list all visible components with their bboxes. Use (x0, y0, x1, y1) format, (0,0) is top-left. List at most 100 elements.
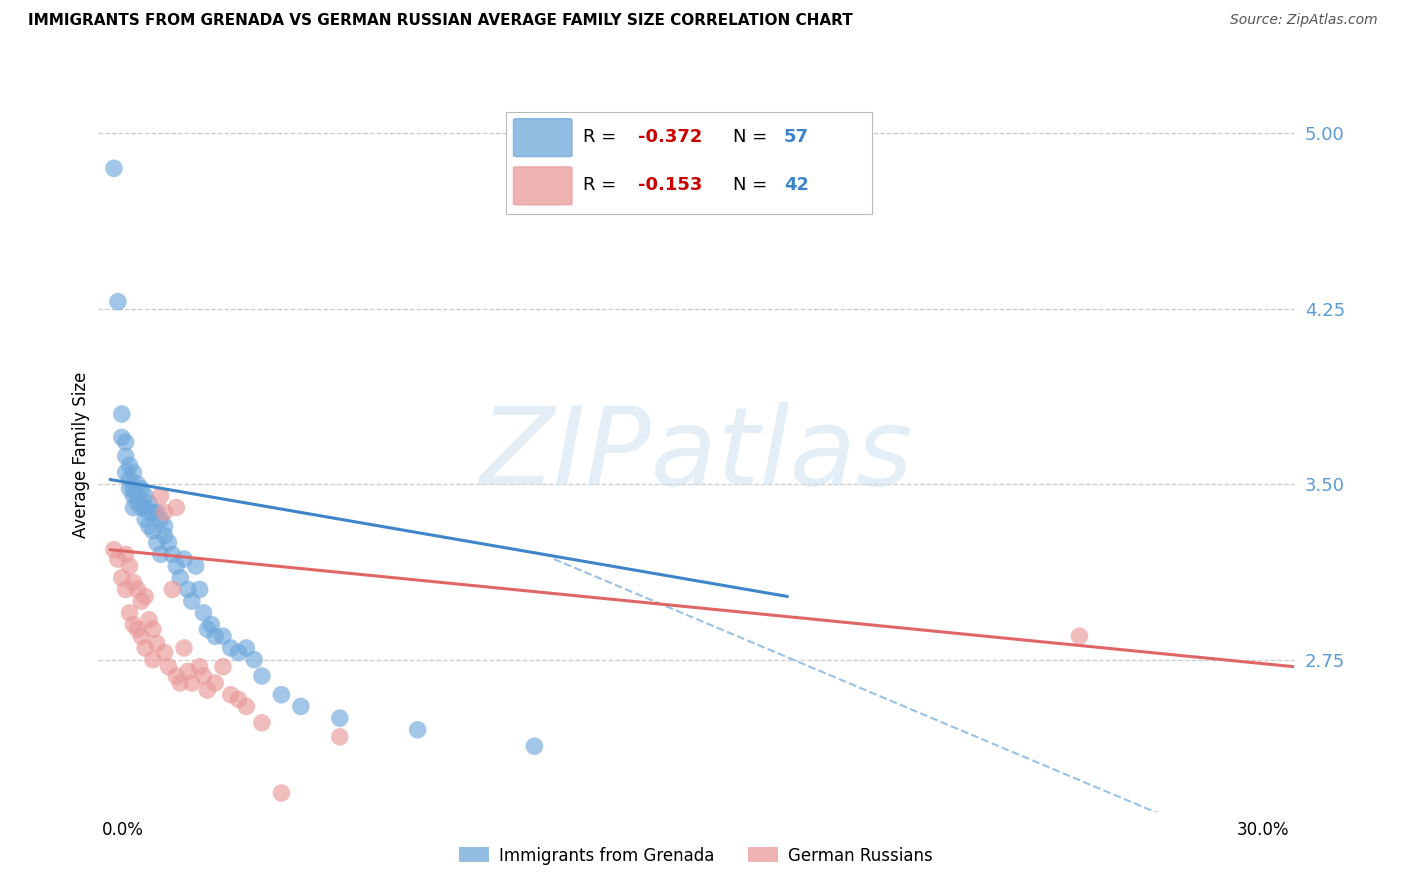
Point (219, 640, 242, 655)
Point (114, 435, 136, 450)
Point (177, 582, 200, 597)
Point (243, 653, 266, 667)
Text: 42: 42 (785, 177, 808, 194)
Point (134, 590, 156, 604)
Point (134, 640, 156, 655)
Point (173, 552, 195, 566)
Point (270, 688, 292, 702)
Point (212, 629, 235, 643)
Point (114, 582, 136, 597)
Text: N =: N = (733, 128, 768, 146)
Point (250, 715, 273, 730)
Text: -0.372: -0.372 (638, 128, 702, 146)
Point (1069, 629, 1091, 643)
Text: Source: ZipAtlas.com: Source: ZipAtlas.com (1230, 13, 1378, 28)
Point (197, 622, 219, 636)
Point (122, 466, 145, 480)
Point (173, 640, 195, 655)
Point (165, 669, 187, 683)
Point (165, 500, 187, 515)
Point (129, 594, 152, 608)
Point (149, 489, 172, 503)
Text: 57: 57 (785, 128, 808, 146)
Point (134, 512, 156, 526)
Text: 0.0%: 0.0% (103, 821, 145, 839)
Text: ZIPatlas: ZIPatlas (479, 402, 912, 508)
Point (153, 505, 176, 519)
Point (129, 629, 152, 643)
Point (153, 646, 176, 660)
Point (142, 505, 165, 519)
Point (122, 617, 145, 632)
Point (114, 547, 136, 561)
Point (149, 512, 172, 526)
Point (118, 458, 141, 473)
Point (290, 699, 312, 714)
Point (180, 594, 202, 608)
Point (142, 524, 165, 538)
Point (114, 466, 136, 480)
Point (270, 786, 292, 800)
Text: R =: R = (583, 128, 616, 146)
Point (138, 505, 160, 519)
Text: N =: N = (733, 177, 768, 194)
FancyBboxPatch shape (513, 167, 572, 205)
Point (250, 669, 273, 683)
Text: R =: R = (583, 177, 616, 194)
Text: IMMIGRANTS FROM GRENADA VS GERMAN RUSSIAN AVERAGE FAMILY SIZE CORRELATION CHART: IMMIGRANTS FROM GRENADA VS GERMAN RUSSIA… (28, 13, 853, 29)
Point (122, 500, 145, 515)
Point (177, 665, 200, 679)
Point (127, 622, 149, 636)
Point (162, 547, 184, 561)
Point (129, 482, 152, 496)
Point (204, 676, 226, 690)
Point (228, 646, 250, 660)
Point (127, 477, 149, 491)
Text: 30.0%: 30.0% (1237, 821, 1289, 839)
Point (127, 496, 149, 510)
Point (111, 407, 134, 421)
Point (200, 617, 222, 632)
Point (180, 676, 202, 690)
Point (157, 535, 180, 549)
Point (122, 575, 145, 590)
Point (235, 640, 257, 655)
Point (169, 676, 191, 690)
Point (157, 659, 180, 673)
Point (138, 496, 160, 510)
Y-axis label: Average Family Size: Average Family Size (72, 372, 90, 538)
Point (103, 161, 125, 176)
Point (138, 519, 160, 533)
Point (142, 622, 165, 636)
Point (219, 688, 242, 702)
Point (329, 711, 352, 725)
Legend: Immigrants from Grenada, German Russians: Immigrants from Grenada, German Russians (453, 840, 939, 871)
Point (188, 659, 211, 673)
Point (118, 559, 141, 574)
Point (197, 683, 219, 698)
Point (184, 559, 207, 574)
Point (127, 582, 149, 597)
Point (146, 535, 169, 549)
Point (406, 723, 429, 737)
Point (165, 559, 187, 574)
Point (193, 606, 215, 620)
FancyBboxPatch shape (513, 119, 572, 157)
Point (129, 500, 152, 515)
Point (127, 489, 149, 503)
Point (122, 482, 145, 496)
Point (122, 489, 145, 503)
Point (162, 582, 184, 597)
Point (103, 542, 125, 557)
Point (142, 653, 165, 667)
Point (118, 482, 141, 496)
Point (107, 294, 129, 309)
Point (188, 582, 211, 597)
Point (107, 552, 129, 566)
Point (111, 430, 134, 444)
Point (153, 528, 176, 542)
Point (146, 505, 169, 519)
Point (212, 659, 235, 673)
Point (146, 636, 169, 650)
Text: -0.153: -0.153 (638, 177, 702, 194)
